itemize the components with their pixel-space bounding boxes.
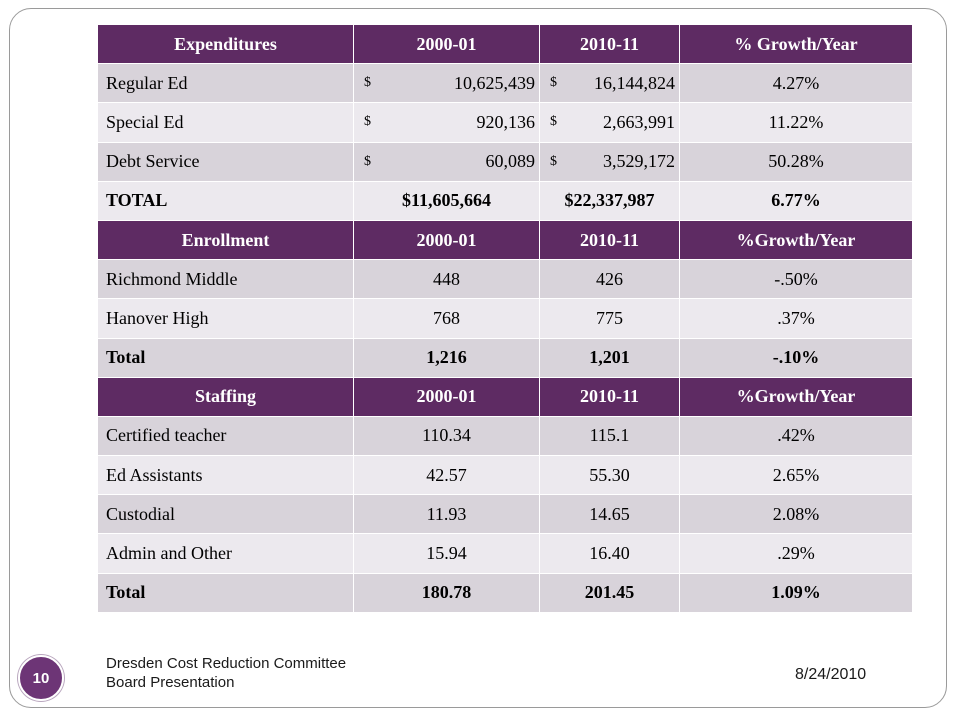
row-label: Regular Ed xyxy=(97,63,354,104)
value-2000: 11.93 xyxy=(353,494,540,535)
value-2000: $60,089 xyxy=(353,141,540,182)
value-2010: 16.40 xyxy=(539,533,680,574)
growth-value: .29% xyxy=(679,533,913,574)
value-2000: $11,605,664 xyxy=(353,180,540,221)
table-row: Admin and Other 15.94 16.40 .29% xyxy=(97,533,913,574)
enrollment-header: Enrollment xyxy=(97,219,354,261)
year-2000-header: 2000-01 xyxy=(353,23,540,65)
table-row: Regular Ed $10,625,439 $16,144,824 4.27% xyxy=(97,63,913,104)
row-label: Total xyxy=(97,337,354,378)
table-row: Hanover High 768 775 .37% xyxy=(97,298,913,339)
value-2010: $3,529,172 xyxy=(539,141,680,182)
value-2010: $2,663,991 xyxy=(539,102,680,143)
growth-value: 1.09% xyxy=(679,572,913,613)
slide-frame xyxy=(9,8,947,708)
row-label: Admin and Other xyxy=(97,533,354,574)
footer-line-1: Dresden Cost Reduction Committee xyxy=(106,655,347,672)
value-2010: 55.30 xyxy=(539,455,680,496)
year-2000-header: 2000-01 xyxy=(353,219,540,261)
growth-header: %Growth/Year xyxy=(679,376,913,417)
table-row: Special Ed $920,136 $2,663,991 11.22% xyxy=(97,102,913,143)
expenditures-header: Expenditures xyxy=(97,23,354,65)
value-2000: 768 xyxy=(353,298,540,339)
table-row: Custodial 11.93 14.65 2.08% xyxy=(97,494,913,535)
total-row: Total 180.78 201.45 1.09% xyxy=(97,572,913,613)
table-row: Richmond Middle 448 426 -.50% xyxy=(97,259,913,300)
total-row: Total 1,216 1,201 -.10% xyxy=(97,337,913,378)
value-2010: 201.45 xyxy=(539,572,680,613)
value-2010: 14.65 xyxy=(539,494,680,535)
year-2010-header: 2010-11 xyxy=(539,219,680,261)
growth-value: 6.77% xyxy=(679,180,913,221)
value-2000: 15.94 xyxy=(353,533,540,574)
growth-value: .37% xyxy=(679,298,913,339)
year-2000-header: 2000-01 xyxy=(353,376,540,417)
budget-table: Expenditures 2000-01 2010-11 % Growth/Ye… xyxy=(97,23,913,613)
value-2010: 115.1 xyxy=(539,415,680,457)
table-row: Certified teacher 110.34 115.1 .42% xyxy=(97,415,913,457)
expenditures-header-row: Expenditures 2000-01 2010-11 % Growth/Ye… xyxy=(97,23,913,65)
enrollment-header-row: Enrollment 2000-01 2010-11 %Growth/Year xyxy=(97,219,913,261)
growth-value: 4.27% xyxy=(679,63,913,104)
value-2000: 448 xyxy=(353,259,540,300)
year-2010-header: 2010-11 xyxy=(539,23,680,65)
year-2010-header: 2010-11 xyxy=(539,376,680,417)
growth-value: 50.28% xyxy=(679,141,913,182)
row-label: Certified teacher xyxy=(97,415,354,457)
row-label: Ed Assistants xyxy=(97,455,354,496)
value-2010: 1,201 xyxy=(539,337,680,378)
value-2010: 775 xyxy=(539,298,680,339)
row-label: Debt Service xyxy=(97,141,354,182)
value-2000: 42.57 xyxy=(353,455,540,496)
growth-value: -.50% xyxy=(679,259,913,300)
value-2010: $16,144,824 xyxy=(539,63,680,104)
growth-value: 2.65% xyxy=(679,455,913,496)
footer-title: Dresden Cost Reduction Committee Board P… xyxy=(106,654,346,692)
total-row: TOTAL $11,605,664 $22,337,987 6.77% xyxy=(97,180,913,221)
value-2010: $22,337,987 xyxy=(539,180,680,221)
growth-header: %Growth/Year xyxy=(679,219,913,261)
footer-line-2: Board Presentation xyxy=(106,674,235,691)
growth-value: .42% xyxy=(679,415,913,457)
value-2010: 426 xyxy=(539,259,680,300)
row-label: TOTAL xyxy=(97,180,354,221)
page-number-badge: 10 xyxy=(18,655,64,701)
row-label: Hanover High xyxy=(97,298,354,339)
table-row: Debt Service $60,089 $3,529,172 50.28% xyxy=(97,141,913,182)
staffing-header: Staffing xyxy=(97,376,354,417)
value-2000: 1,216 xyxy=(353,337,540,378)
table-row: Ed Assistants 42.57 55.30 2.65% xyxy=(97,455,913,496)
value-2000: $10,625,439 xyxy=(353,63,540,104)
growth-header: % Growth/Year xyxy=(679,23,913,65)
row-label: Richmond Middle xyxy=(97,259,354,300)
staffing-header-row: Staffing 2000-01 2010-11 %Growth/Year xyxy=(97,376,913,417)
growth-value: 2.08% xyxy=(679,494,913,535)
row-label: Special Ed xyxy=(97,102,354,143)
value-2000: 110.34 xyxy=(353,415,540,457)
growth-value: -.10% xyxy=(679,337,913,378)
footer-date: 8/24/2010 xyxy=(795,666,867,683)
row-label: Total xyxy=(97,572,354,613)
row-label: Custodial xyxy=(97,494,354,535)
growth-value: 11.22% xyxy=(679,102,913,143)
value-2000: 180.78 xyxy=(353,572,540,613)
value-2000: $920,136 xyxy=(353,102,540,143)
